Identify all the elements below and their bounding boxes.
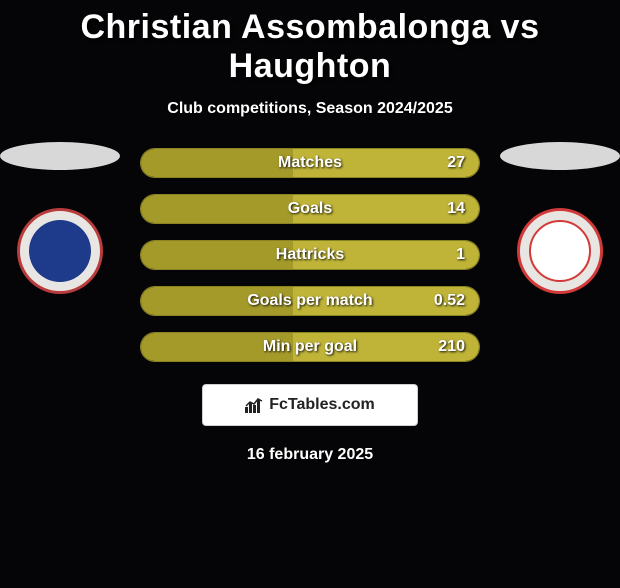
stat-bar-fill-left [141, 241, 293, 269]
club-logo-right [517, 208, 603, 294]
date-text: 16 february 2025 [0, 446, 620, 464]
stat-bar-fill-left [141, 195, 293, 223]
club-logo-left-inner [29, 220, 91, 282]
stat-bar-value-right: 14 [447, 200, 465, 218]
stat-bar: Hattricks 1 [140, 240, 480, 270]
stat-bar: Min per goal 210 [140, 332, 480, 362]
page-title: Christian Assombalonga vs Haughton [0, 8, 620, 86]
stat-bar-label: Hattricks [276, 246, 344, 264]
stat-bar-value-right: 210 [438, 338, 465, 356]
player-left-image-placeholder [0, 142, 120, 170]
player-right-image-placeholder [500, 142, 620, 170]
stat-bar: Goals 14 [140, 194, 480, 224]
player-left-column [0, 142, 120, 294]
stat-bar-label: Goals per match [247, 292, 372, 310]
stat-bar-label: Min per goal [263, 338, 357, 356]
attribution-text: FcTables.com [269, 396, 375, 414]
stat-bar-value-right: 1 [456, 246, 465, 264]
club-logo-left [17, 208, 103, 294]
comparison-content: Matches 27 Goals 14 Hattricks 1 Goals pe… [0, 148, 620, 464]
club-logo-right-inner [529, 220, 591, 282]
stat-bars: Matches 27 Goals 14 Hattricks 1 Goals pe… [140, 148, 480, 362]
stat-bar-fill-left [141, 149, 293, 177]
player-right-column [500, 142, 620, 294]
page-subtitle: Club competitions, Season 2024/2025 [0, 100, 620, 118]
attribution-box: FcTables.com [202, 384, 418, 426]
stat-bar: Goals per match 0.52 [140, 286, 480, 316]
stat-bar-label: Matches [278, 154, 342, 172]
stat-bar-value-right: 27 [447, 154, 465, 172]
chart-icon [245, 397, 265, 413]
stat-bar: Matches 27 [140, 148, 480, 178]
stat-bar-label: Goals [288, 200, 332, 218]
stat-bar-value-right: 0.52 [434, 292, 465, 310]
